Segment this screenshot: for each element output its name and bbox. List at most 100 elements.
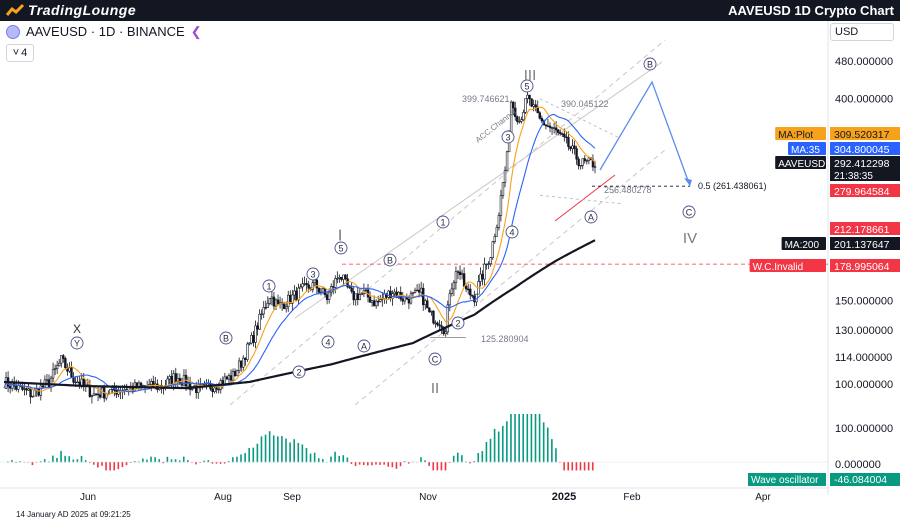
acc-channel bbox=[229, 39, 828, 406]
candle-body bbox=[489, 257, 492, 265]
price-tag-name-bg bbox=[788, 142, 826, 155]
candle-body bbox=[444, 331, 447, 335]
oscillator-bar bbox=[84, 460, 87, 463]
oscillator-bar bbox=[461, 455, 463, 463]
candle-body bbox=[485, 263, 488, 266]
time-tick-label: Feb bbox=[623, 492, 641, 503]
price-tag-value-bg bbox=[830, 237, 900, 250]
oscillator-bar bbox=[15, 462, 17, 463]
oscillator-bar bbox=[448, 462, 451, 463]
candle-body bbox=[258, 313, 261, 330]
wave-label-i-tick: | bbox=[338, 227, 341, 241]
price-tag-name-bg bbox=[749, 259, 826, 272]
wave-label-circled: A bbox=[361, 342, 367, 352]
share-icon[interactable]: ❮ bbox=[190, 23, 202, 39]
wave-label-iv: IV bbox=[683, 230, 697, 247]
symbol-label[interactable]: AAVEUSD · 1D · BINANCE bbox=[26, 24, 185, 39]
candle-body bbox=[491, 241, 494, 258]
price-tag-value-bg bbox=[830, 222, 900, 235]
candle-body bbox=[338, 276, 341, 279]
wave-label-circled: 4 bbox=[509, 228, 514, 238]
candle-body bbox=[428, 307, 431, 313]
oscillator-bar bbox=[583, 462, 586, 471]
candle-body bbox=[276, 299, 280, 304]
candle-body bbox=[368, 296, 372, 303]
candle-body bbox=[571, 145, 574, 150]
candle-body bbox=[538, 112, 541, 119]
oscillator-bar bbox=[293, 439, 295, 463]
wave-label-circled-circle bbox=[219, 331, 233, 345]
candle-body bbox=[336, 278, 339, 280]
currency-select[interactable]: USD bbox=[830, 23, 894, 41]
ma-35-line bbox=[3, 113, 596, 393]
oscillator-bar bbox=[534, 414, 537, 463]
candle-body bbox=[516, 116, 519, 122]
candle-body bbox=[417, 289, 421, 293]
price-tag-name-bg bbox=[775, 156, 826, 169]
price-tick-label: 480.000000 bbox=[835, 56, 893, 68]
candle-body bbox=[534, 104, 537, 108]
wave-label-circled: B bbox=[387, 256, 393, 266]
top-bar: TradingLounge AAVEUSD 1D Crypto Chart bbox=[0, 0, 900, 21]
candle-body bbox=[266, 302, 270, 308]
time-axis: Jun Aug Sep Nov 2025 Feb Apr bbox=[80, 491, 772, 503]
candle-body bbox=[58, 362, 61, 367]
wave-label-circled-circle bbox=[428, 352, 442, 366]
candle-body bbox=[317, 287, 321, 293]
candle-body bbox=[229, 375, 233, 381]
oscillator-bar bbox=[11, 460, 13, 463]
candle-body bbox=[176, 378, 180, 382]
candle-body bbox=[524, 98, 527, 113]
oscillator-name: Wave oscillator bbox=[751, 475, 819, 486]
oscillator-bar bbox=[436, 462, 439, 471]
chevron-down-icon: ˅ bbox=[12, 47, 20, 59]
candle-body bbox=[403, 296, 407, 302]
oscillator-bar bbox=[559, 462, 561, 463]
indicators-collapse-button[interactable]: ˅ 4 bbox=[6, 44, 34, 62]
candle-body bbox=[401, 298, 404, 302]
candle-body bbox=[233, 370, 237, 377]
candle-body bbox=[422, 287, 425, 306]
candle-body bbox=[291, 294, 294, 304]
candle-body bbox=[246, 343, 249, 360]
time-tick-label: Sep bbox=[283, 492, 301, 503]
candle-body bbox=[471, 294, 474, 297]
channel-red-line bbox=[554, 174, 616, 222]
candle-body bbox=[546, 125, 550, 127]
oscillator-bar bbox=[60, 450, 62, 463]
candle-body bbox=[434, 322, 437, 325]
price-tag-value: 304.800045 bbox=[834, 144, 890, 156]
oscillator-bar bbox=[56, 457, 58, 463]
candle-body bbox=[356, 293, 359, 300]
oscillator-bar bbox=[383, 462, 385, 465]
candle-body bbox=[456, 271, 460, 273]
candle-body bbox=[440, 325, 443, 328]
candle-body bbox=[364, 289, 368, 291]
candle-body bbox=[577, 158, 580, 166]
oscillator-bar bbox=[35, 462, 38, 463]
candle-body bbox=[575, 148, 578, 160]
oscillator-bar bbox=[530, 414, 533, 463]
channel-lower bbox=[354, 149, 666, 406]
candle-body bbox=[223, 376, 227, 385]
fib-label: 0.5 (261.438061) bbox=[698, 181, 767, 191]
oscillator-bar bbox=[367, 462, 369, 466]
candle-body bbox=[587, 157, 591, 161]
candle-body bbox=[168, 376, 171, 380]
candle-body bbox=[415, 289, 419, 292]
candle-body bbox=[68, 367, 71, 372]
candle-body bbox=[282, 303, 286, 310]
candle-body bbox=[430, 310, 433, 313]
candle-body bbox=[217, 388, 220, 391]
oscillator-bar bbox=[92, 462, 95, 465]
candle-body bbox=[387, 290, 390, 298]
footer-timestamp: 14 January AD 2025 at 09:21:25 bbox=[16, 510, 131, 519]
oscillator-bar bbox=[375, 462, 377, 465]
oscillator-bar bbox=[575, 462, 578, 471]
oscillator-bar bbox=[101, 462, 103, 466]
candle-body bbox=[211, 388, 214, 392]
candle-body bbox=[88, 384, 92, 397]
candle-body bbox=[358, 294, 362, 300]
oscillator-bar bbox=[31, 462, 34, 466]
